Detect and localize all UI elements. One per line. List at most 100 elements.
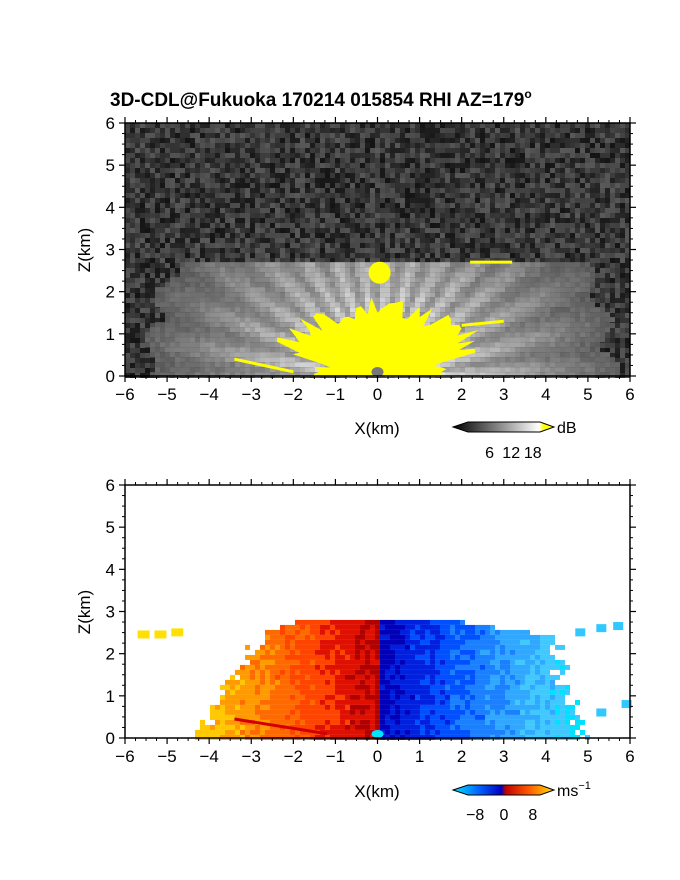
intensity-noise-cell [540,203,545,208]
intensity-noise-cell [250,238,255,243]
intensity-noise-cell [595,253,600,258]
intensity-noise-cell [515,243,520,248]
intensity-noise-cell [505,198,510,203]
intensity-noise-cell [170,168,175,173]
intensity-noise-cell [395,138,400,143]
intensity-noise-cell [400,143,405,148]
intensity-noise-cell [590,143,595,148]
intensity-noise-cell [415,243,420,248]
intensity-noise-cell [180,128,185,133]
intensity-noise-cell [420,248,425,253]
intensity-noise-cell [165,123,170,128]
intensity-noise-cell [275,153,280,158]
intensity-noise-cell [500,228,505,233]
intensity-noise-cell [470,168,475,173]
intensity-noise-cell [585,123,590,128]
intensity-noise-cell [170,228,175,233]
intensity-noise-cell [145,178,150,183]
intensity-noise-cell [170,138,175,143]
intensity-noise-cell [340,138,345,143]
intensity-noise-cell [535,238,540,243]
intensity-noise-cell [395,143,400,148]
intensity-noise-cell [360,143,365,148]
intensity-noise-cell [595,288,600,293]
intensity-noise-cell [375,243,380,248]
intensity-noise-cell [610,183,615,188]
intensity-noise-cell [195,203,200,208]
intensity-noise-cell [585,168,590,173]
intensity-noise-cell [430,153,435,158]
intensity-noise-cell [485,258,490,263]
intensity-noise-cell [565,163,570,168]
intensity-noise-cell [190,193,195,198]
intensity-noise-cell [500,138,505,143]
intensity-noise-cell [530,173,535,178]
intensity-noise-cell [350,248,355,253]
intensity-noise-cell [300,218,305,223]
intensity-noise-cell [550,178,555,183]
intensity-noise-cell [335,198,340,203]
intensity-noise-cell [275,178,280,183]
intensity-noise-cell [505,173,510,178]
intensity-noise-cell [325,133,330,138]
intensity-noise-cell [235,243,240,248]
intensity-noise-cell [535,198,540,203]
intensity-noise-cell [210,248,215,253]
intensity-noise-cell [610,243,615,248]
intensity-noise-cell [340,178,345,183]
intensity-noise-cell [440,238,445,243]
intensity-noise-cell [525,163,530,168]
intensity-noise-cell [325,158,330,163]
intensity-noise-cell [425,233,430,238]
intensity-noise-cell [620,258,625,263]
intensity-noise-cell [265,258,270,263]
intensity-noise-cell [260,128,265,133]
intensity-noise-cell [565,258,570,263]
intensity-noise-cell [270,168,275,173]
intensity-noise-cell [140,208,145,213]
intensity-noise-cell [215,233,220,238]
intensity-noise-cell [365,243,370,248]
intensity-noise-cell [260,143,265,148]
intensity-noise-cell [530,203,535,208]
intensity-noise-cell [225,138,230,143]
intensity-noise-cell [315,173,320,178]
intensity-noise-cell [180,153,185,158]
intensity-noise-cell [420,213,425,218]
intensity-noise-cell [480,258,485,263]
intensity-noise-cell [310,223,315,228]
intensity-noise-cell [265,173,270,178]
intensity-noise-cell [270,138,275,143]
intensity-noise-cell [450,158,455,163]
intensity-noise-cell [625,338,630,343]
intensity-noise-cell [275,228,280,233]
intensity-noise-cell [170,203,175,208]
intensity-noise-cell [610,343,615,348]
intensity-noise-cell [430,228,435,233]
intensity-noise-cell [570,208,575,213]
intensity-noise-cell [335,138,340,143]
intensity-noise-cell [560,188,565,193]
intensity-noise-cell [165,238,170,243]
intensity-noise-cell [565,158,570,163]
intensity-noise-cell [620,183,625,188]
intensity-noise-cell [275,198,280,203]
intensity-noise-cell [140,353,145,358]
intensity-noise-cell [425,253,430,258]
intensity-noise-cell [610,313,615,318]
intensity-noise-cell [230,153,235,158]
intensity-noise-cell [510,178,515,183]
intensity-noise-cell [540,168,545,173]
intensity-noise-cell [560,123,565,128]
intensity-noise-cell [130,198,135,203]
intensity-noise-cell [535,178,540,183]
intensity-noise-cell [575,218,580,223]
intensity-noise-cell [455,258,460,263]
intensity-noise-cell [270,173,275,178]
intensity-noise-cell [380,183,385,188]
intensity-noise-cell [140,303,145,308]
intensity-noise-cell [625,318,630,323]
intensity-noise-cell [430,203,435,208]
intensity-noise-cell [515,213,520,218]
intensity-noise-cell [555,218,560,223]
